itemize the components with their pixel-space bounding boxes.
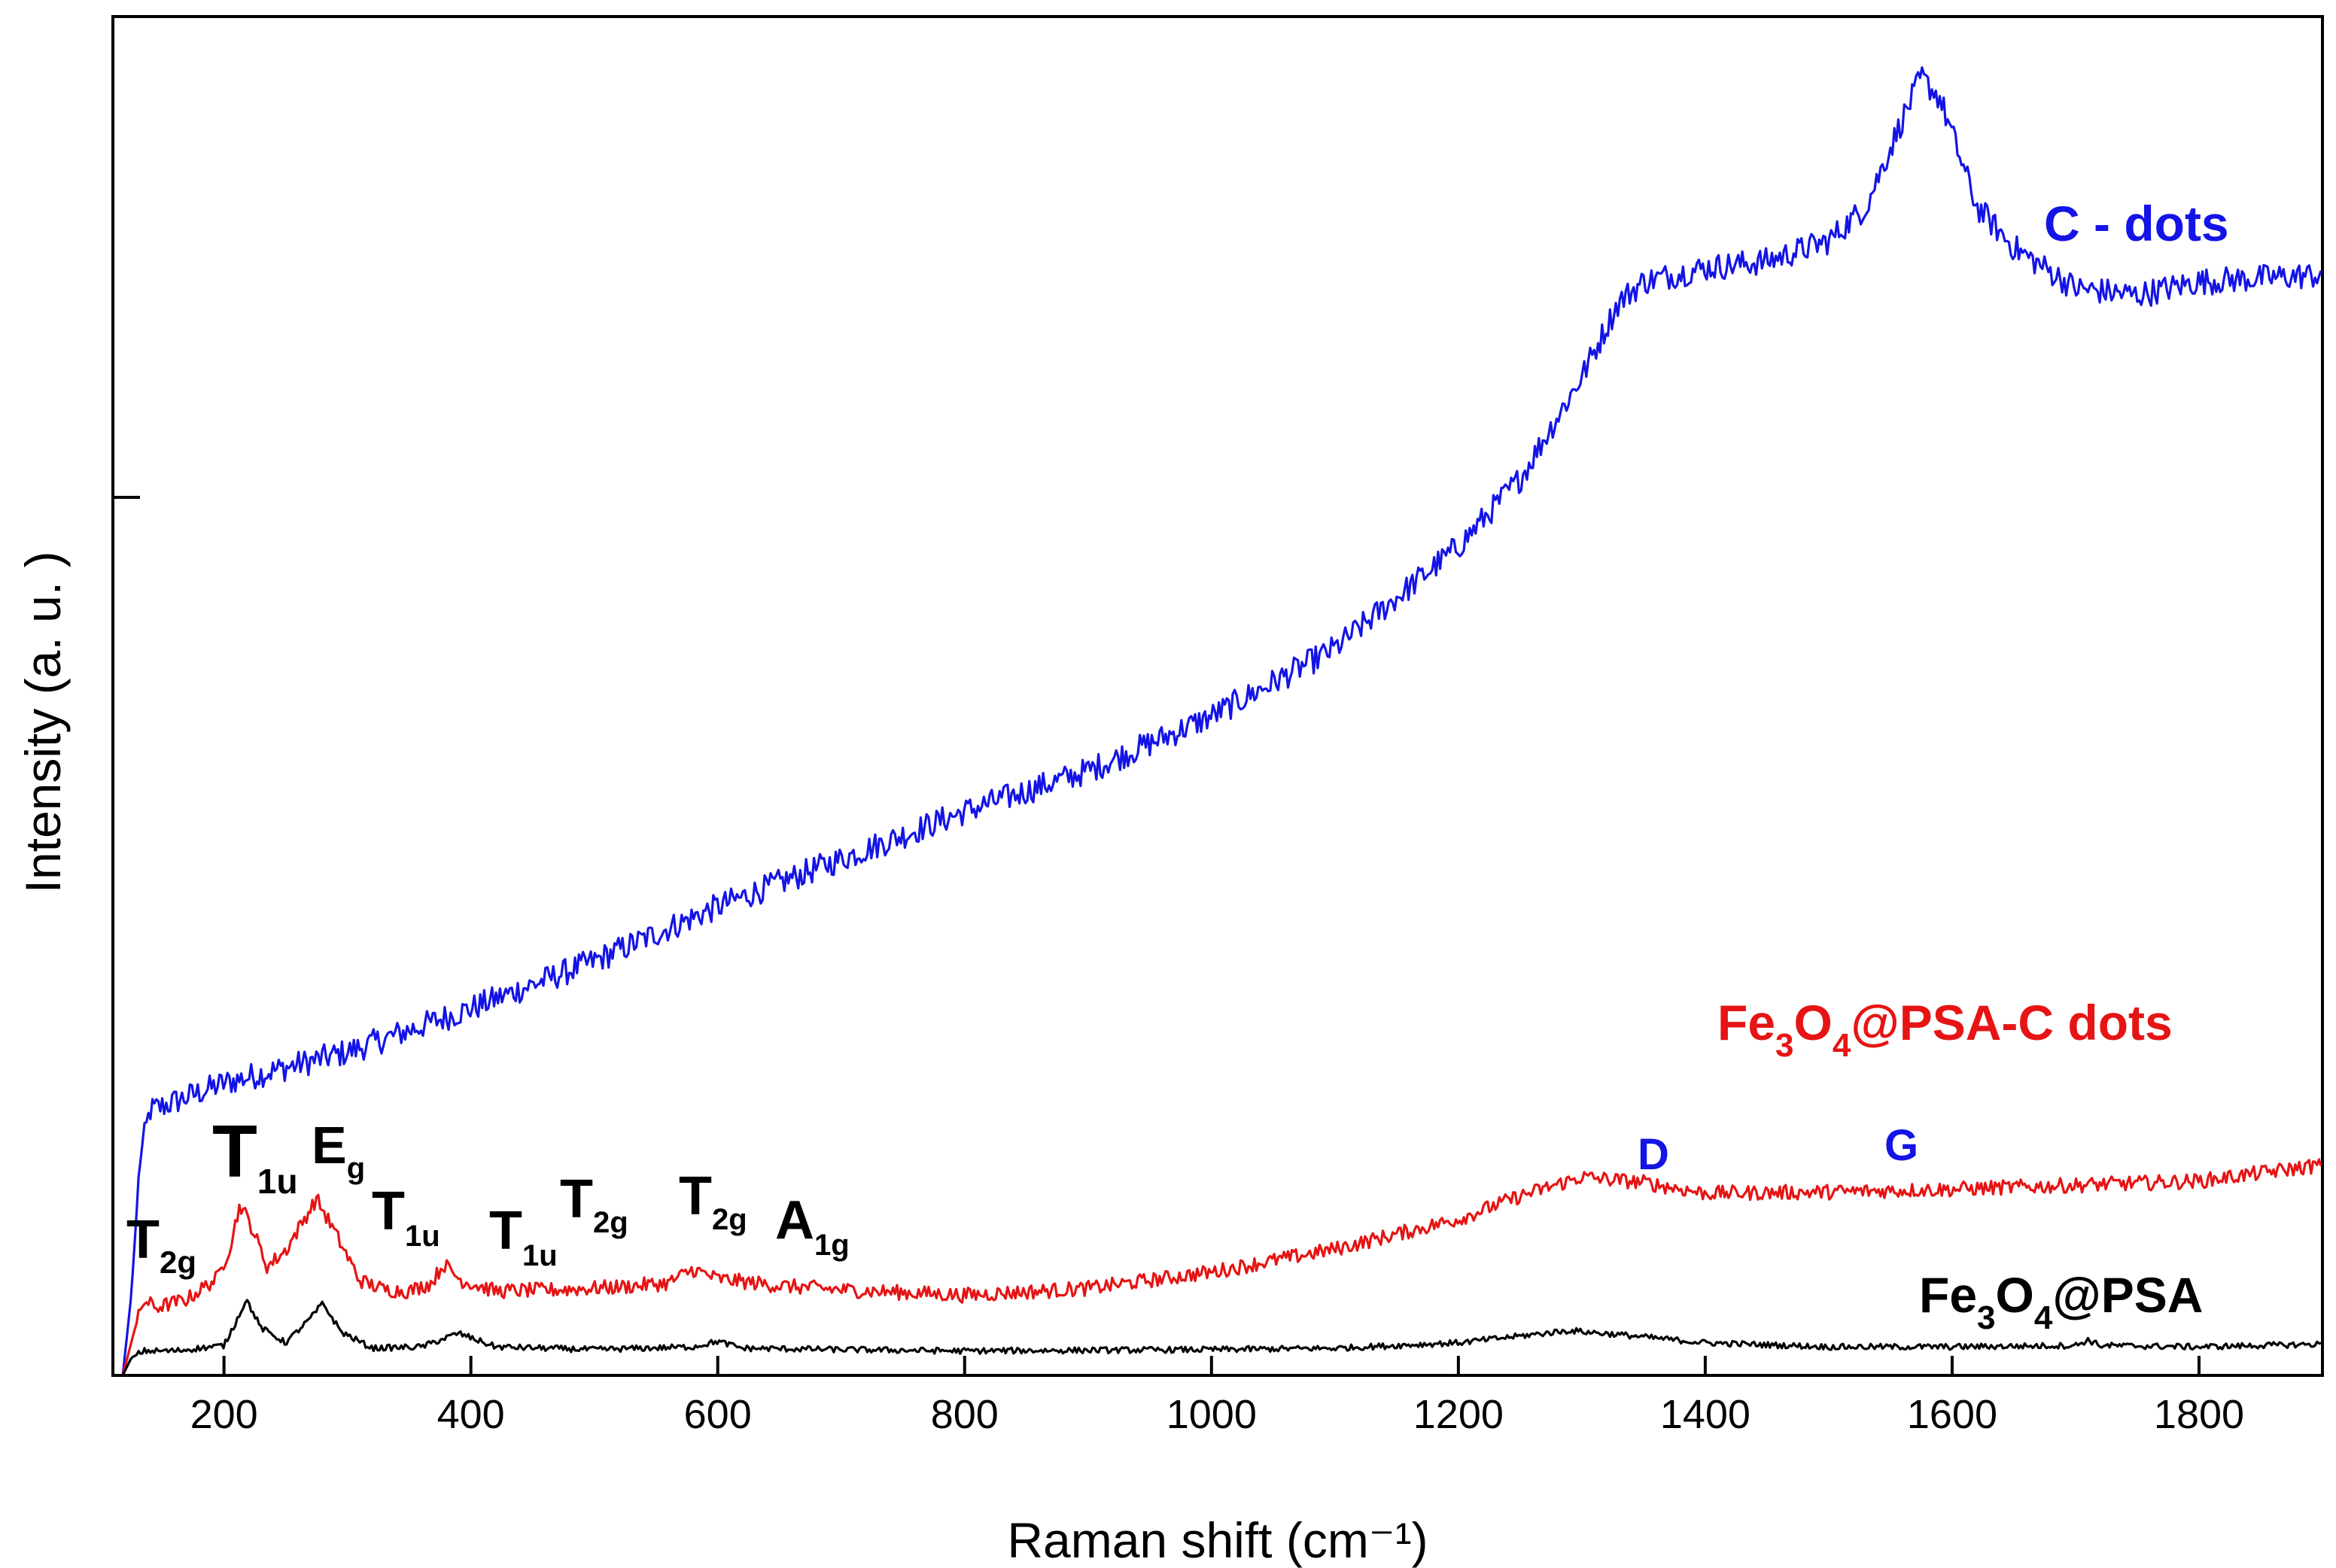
x-tick-label: 1200 [1413,1392,1504,1437]
mode-label-a1g: A1g [775,1190,850,1262]
x-axis-ticks: 200 400 600 800 1000 1200 1400 1600 1800 [190,1356,2244,1437]
x-tick-label: 200 [190,1392,258,1437]
series-layer [121,66,2322,1376]
x-tick-label: 800 [931,1392,999,1437]
x-tick-label: 1400 [1660,1392,1750,1437]
x-tick-label: 1000 [1166,1392,1257,1437]
series-line-2 [121,1299,2322,1376]
mode-label-t2g-1: T2g [126,1210,196,1280]
series-label-fe3o4-psa: Fe3O4@PSA [1919,1267,2203,1336]
x-tick-label: 1800 [2154,1392,2244,1437]
mode-label-t1u-3: T1u [489,1201,558,1272]
x-tick-label: 1600 [1907,1392,1997,1437]
mode-label-t1u-1: T1u [212,1110,298,1201]
plot-frame [111,15,2324,1377]
series-line-0 [121,66,2322,1376]
band-label-d: D [1638,1130,1669,1179]
mode-label-t1u-2: T1u [372,1181,440,1253]
y-axis-title: Intensity (a. u. ) [15,552,71,894]
x-tick-label: 600 [684,1392,752,1437]
x-axis-title: Raman shift (cm⁻¹) [1007,1512,1428,1568]
mode-label-eg: Eg [312,1116,365,1185]
mode-label-t2g-2: T2g [560,1169,628,1239]
series-label-fe3o4-psa-c-dots: Fe3O4@PSA-C dots [1717,995,2173,1064]
band-label-g: G [1884,1121,1918,1170]
mode-label-t2g-3: T2g [679,1166,747,1236]
series-line-1 [121,1158,2322,1376]
series-label-c-dots: C - dots [2044,196,2229,251]
x-tick-label: 400 [437,1392,505,1437]
